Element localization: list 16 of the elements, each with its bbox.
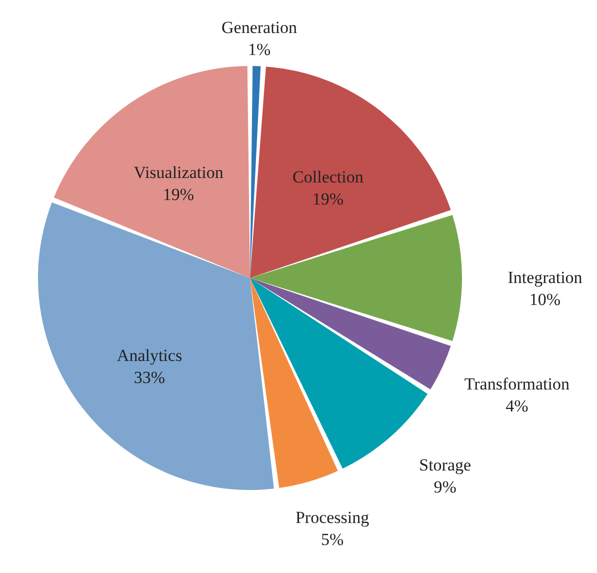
data-label: 19%	[162, 184, 194, 204]
data-label: 19%	[312, 189, 344, 208]
slice-label: Integration	[508, 268, 583, 287]
slice-label: Visualization	[134, 162, 224, 182]
slice-label: Transformation	[464, 374, 570, 394]
data-label: 1%	[248, 40, 271, 60]
data-label: 33%	[134, 368, 166, 387]
data-label: 5%	[320, 530, 344, 550]
data-label: 10%	[529, 290, 561, 309]
slice-label: Generation	[222, 18, 298, 38]
data-label: 4%	[506, 396, 528, 416]
data-label: 9%	[434, 478, 456, 497]
slice-label: Analytics	[116, 346, 182, 365]
slice-label: Processing	[295, 508, 370, 528]
slice-label: Collection	[292, 167, 364, 186]
slice-label: Storage	[419, 456, 472, 475]
